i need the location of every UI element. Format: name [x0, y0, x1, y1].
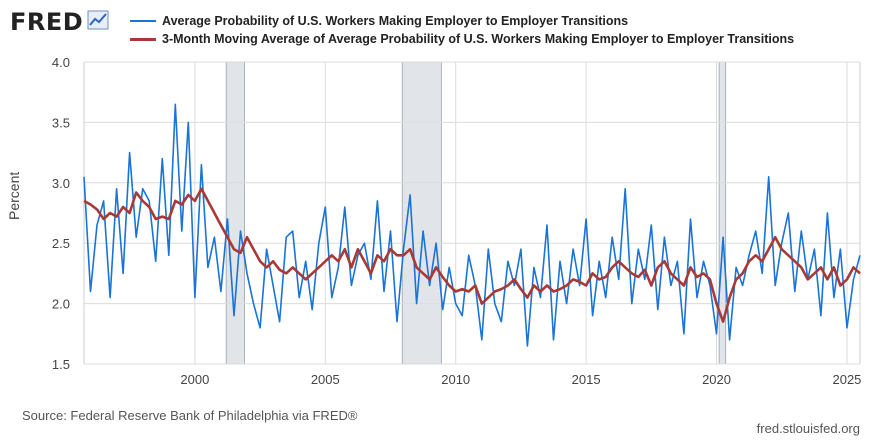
x-tick-label: 2015	[572, 372, 601, 387]
legend: Average Probability of U.S. Workers Maki…	[130, 12, 794, 48]
legend-item-series-1[interactable]: Average Probability of U.S. Workers Maki…	[130, 12, 794, 30]
line-chart-icon	[87, 10, 109, 35]
recession-band	[401, 61, 442, 365]
fred-logo[interactable]: FRED	[10, 8, 109, 36]
x-tick-label: 2020	[702, 372, 731, 387]
y-tick-label: 2.0	[52, 297, 70, 312]
x-tick-label: 2000	[180, 372, 209, 387]
recession-band	[225, 61, 245, 365]
legend-swatch-series-2	[130, 37, 156, 41]
y-tick-label: 3.5	[52, 115, 70, 130]
x-tick-label: 2005	[311, 372, 340, 387]
chart-header: FRED Average Probability of U.S. Workers…	[10, 6, 870, 50]
legend-swatch-series-1	[130, 20, 156, 22]
fred-logo-text: FRED	[10, 8, 84, 36]
y-tick-label: 3.0	[52, 176, 70, 191]
y-tick-label: 1.5	[52, 357, 70, 372]
legend-label-series-2: 3-Month Moving Average of Average Probab…	[162, 32, 795, 46]
source-note: Source: Federal Reserve Bank of Philadel…	[22, 408, 358, 423]
series-line-probability	[83, 103, 861, 347]
series-line-moving-average	[83, 187, 861, 324]
legend-item-series-2[interactable]: 3-Month Moving Average of Average Probab…	[130, 30, 794, 48]
source-url[interactable]: fred.stlouisfed.org	[756, 421, 860, 436]
x-tick-label: 2025	[832, 372, 861, 387]
x-tick-label: 2010	[441, 372, 470, 387]
legend-label-series-1: Average Probability of U.S. Workers Maki…	[162, 14, 629, 28]
y-tick-label: 4.0	[52, 55, 70, 70]
y-tick-label: 2.5	[52, 236, 70, 251]
